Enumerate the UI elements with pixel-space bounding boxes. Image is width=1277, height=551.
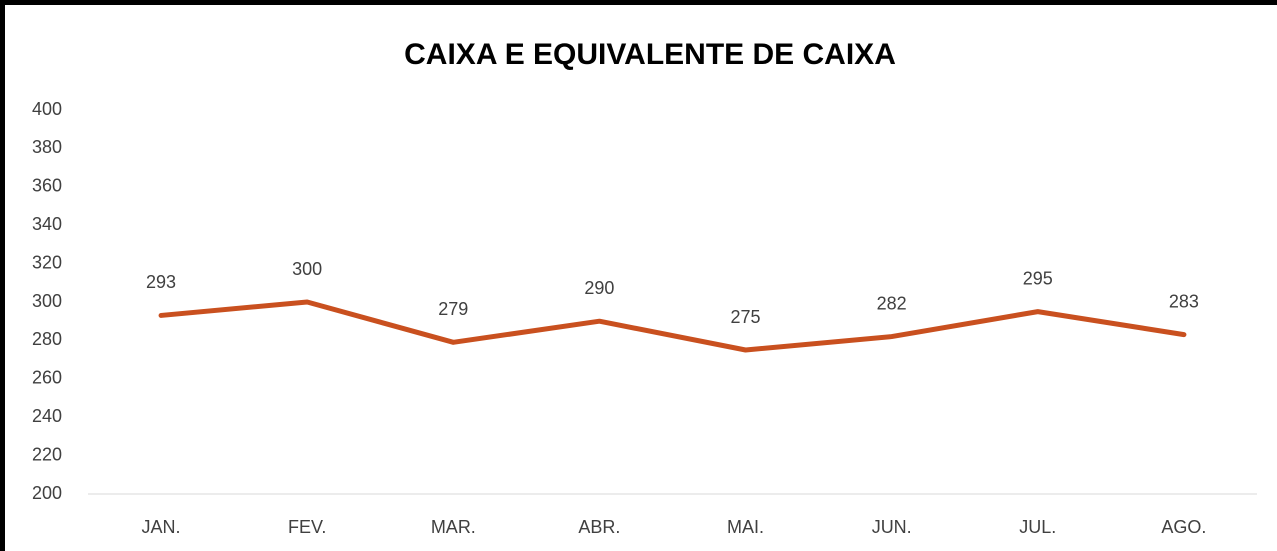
data-label: 282 [877, 293, 907, 313]
data-label: 279 [438, 299, 468, 319]
data-label: 283 [1169, 291, 1199, 311]
x-tick-label: MAI. [727, 517, 764, 537]
data-label: 295 [1023, 268, 1053, 288]
y-tick-label: 400 [32, 99, 62, 119]
data-label: 293 [146, 272, 176, 292]
y-tick-label: 220 [32, 444, 62, 464]
data-label: 290 [584, 278, 614, 298]
data-label: 300 [292, 259, 322, 279]
data-label: 275 [731, 307, 761, 327]
y-tick-label: 380 [32, 137, 62, 157]
x-tick-label: AGO. [1161, 517, 1206, 537]
y-tick-label: 340 [32, 214, 62, 234]
y-tick-label: 260 [32, 368, 62, 388]
chart-title: CAIXA E EQUIVALENTE DE CAIXA [404, 38, 896, 71]
x-tick-label: FEV. [288, 517, 326, 537]
y-tick-label: 320 [32, 252, 62, 272]
y-tick-label: 200 [32, 483, 62, 503]
x-tick-label: JAN. [142, 517, 181, 537]
y-tick-label: 280 [32, 329, 62, 349]
line [158, 299, 1187, 353]
x-tick-label: ABR. [578, 517, 620, 537]
y-tick-label: 360 [32, 176, 62, 196]
x-tick-label: JUN. [872, 517, 912, 537]
x-tick-label: JUL. [1019, 517, 1056, 537]
y-tick-label: 300 [32, 291, 62, 311]
y-tick-label: 240 [32, 406, 62, 426]
x-tick-label: MAR. [431, 517, 476, 537]
